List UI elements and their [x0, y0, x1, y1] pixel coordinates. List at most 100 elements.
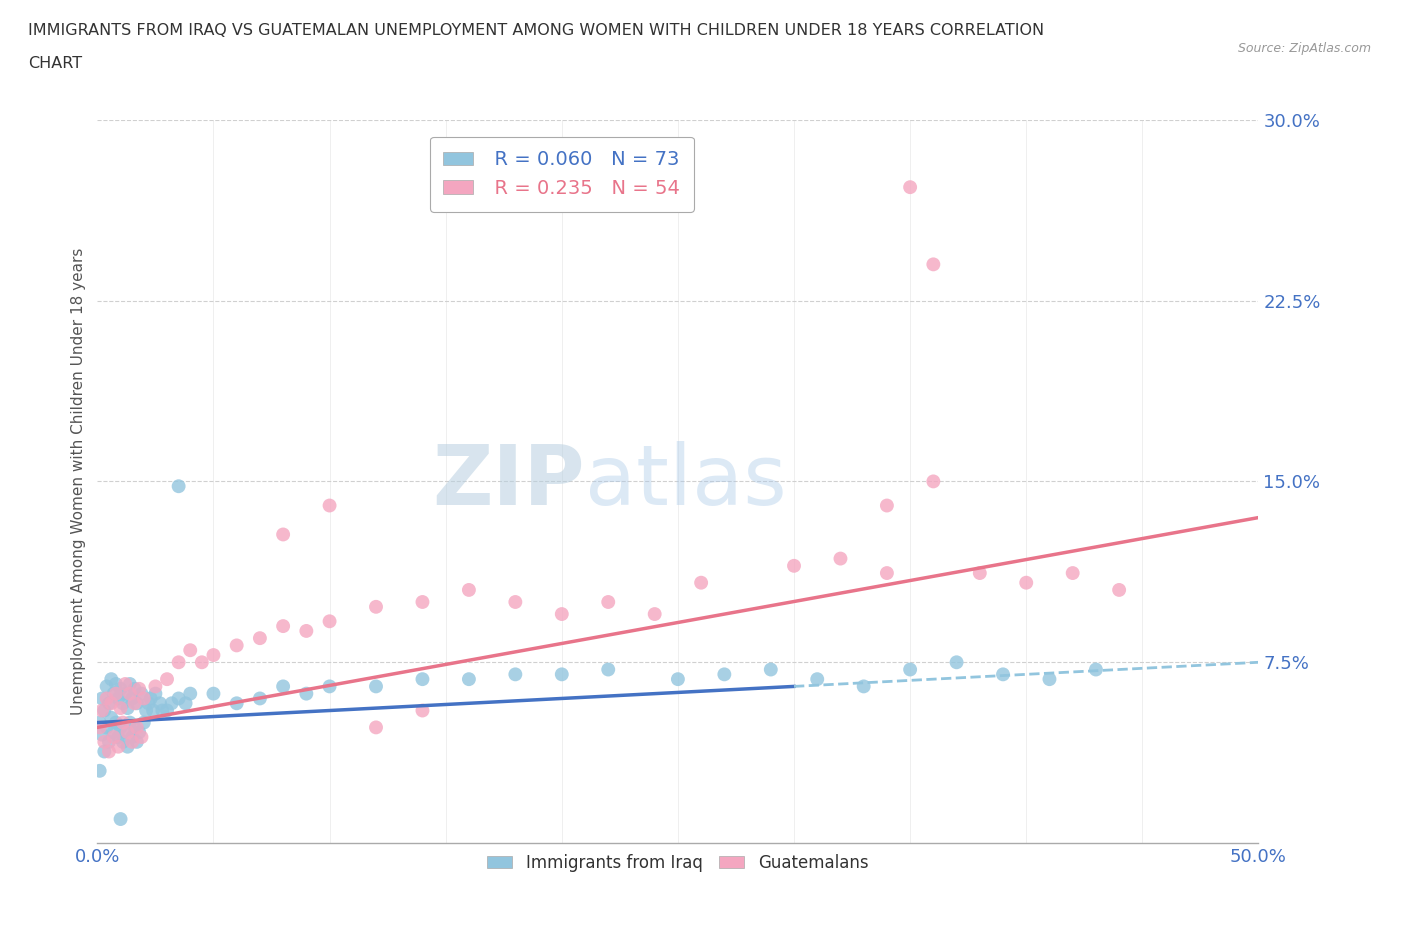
Point — [806, 671, 828, 686]
Point — [191, 655, 214, 670]
Point — [117, 700, 139, 715]
Point — [100, 671, 122, 686]
Legend: Immigrants from Iraq, Guatemalans: Immigrants from Iraq, Guatemalans — [481, 847, 875, 878]
Point — [118, 715, 141, 730]
Point — [991, 667, 1014, 682]
Point — [1015, 576, 1038, 591]
Point — [91, 691, 114, 706]
Point — [128, 682, 150, 697]
Point — [121, 691, 143, 706]
Point — [125, 720, 148, 735]
Point — [121, 735, 143, 750]
Point — [411, 703, 433, 718]
Point — [93, 703, 115, 718]
Point — [364, 679, 387, 694]
Point — [139, 691, 162, 706]
Point — [111, 696, 134, 711]
Y-axis label: Unemployment Among Women with Children Under 18 years: Unemployment Among Women with Children U… — [72, 247, 86, 715]
Point — [96, 679, 118, 694]
Point — [167, 479, 190, 494]
Point — [830, 551, 852, 566]
Point — [551, 606, 574, 621]
Point — [922, 257, 945, 272]
Point — [91, 703, 114, 718]
Point — [876, 565, 898, 580]
Point — [121, 730, 143, 745]
Point — [644, 606, 666, 621]
Point — [271, 679, 294, 694]
Point — [138, 696, 160, 711]
Point — [104, 715, 127, 730]
Point — [93, 735, 115, 750]
Point — [89, 720, 111, 735]
Point — [96, 720, 118, 735]
Point — [104, 676, 127, 691]
Point — [107, 691, 129, 706]
Point — [124, 696, 146, 711]
Point — [114, 686, 136, 701]
Point — [107, 739, 129, 754]
Point — [179, 643, 201, 658]
Point — [142, 703, 165, 718]
Point — [104, 686, 127, 701]
Point — [111, 735, 134, 750]
Point — [156, 703, 179, 718]
Point — [124, 720, 146, 735]
Point — [132, 691, 155, 706]
Point — [598, 662, 620, 677]
Point — [411, 671, 433, 686]
Point — [271, 618, 294, 633]
Point — [898, 662, 921, 677]
Point — [97, 735, 120, 750]
Point — [110, 682, 132, 697]
Point — [145, 679, 167, 694]
Point — [1038, 671, 1060, 686]
Point — [318, 498, 340, 513]
Point — [111, 715, 134, 730]
Point — [458, 582, 481, 597]
Point — [97, 696, 120, 711]
Point — [131, 730, 153, 745]
Point — [156, 671, 179, 686]
Text: Source: ZipAtlas.com: Source: ZipAtlas.com — [1237, 42, 1371, 55]
Text: ZIP: ZIP — [433, 441, 585, 522]
Point — [167, 691, 190, 706]
Point — [114, 724, 136, 739]
Point — [225, 696, 247, 711]
Point — [666, 671, 689, 686]
Point — [271, 527, 294, 542]
Point — [128, 724, 150, 739]
Point — [110, 720, 132, 735]
Point — [225, 638, 247, 653]
Point — [132, 715, 155, 730]
Point — [505, 594, 527, 609]
Point — [922, 474, 945, 489]
Point — [131, 686, 153, 701]
Point — [100, 711, 122, 725]
Point — [295, 686, 318, 701]
Point — [117, 724, 139, 739]
Text: IMMIGRANTS FROM IRAQ VS GUATEMALAN UNEMPLOYMENT AMONG WOMEN WITH CHILDREN UNDER : IMMIGRANTS FROM IRAQ VS GUATEMALAN UNEMP… — [28, 23, 1045, 38]
Point — [103, 724, 125, 739]
Point — [295, 623, 318, 638]
Point — [249, 691, 271, 706]
Point — [411, 594, 433, 609]
Point — [107, 730, 129, 745]
Point — [969, 565, 991, 580]
Point — [174, 696, 197, 711]
Point — [945, 655, 967, 670]
Point — [202, 686, 225, 701]
Point — [160, 696, 183, 711]
Point — [364, 720, 387, 735]
Point — [110, 700, 132, 715]
Point — [103, 686, 125, 701]
Point — [876, 498, 898, 513]
Point — [690, 576, 713, 591]
Point — [117, 739, 139, 754]
Point — [783, 558, 806, 573]
Point — [97, 744, 120, 759]
Point — [202, 647, 225, 662]
Point — [1084, 662, 1107, 677]
Point — [713, 667, 735, 682]
Point — [100, 696, 122, 711]
